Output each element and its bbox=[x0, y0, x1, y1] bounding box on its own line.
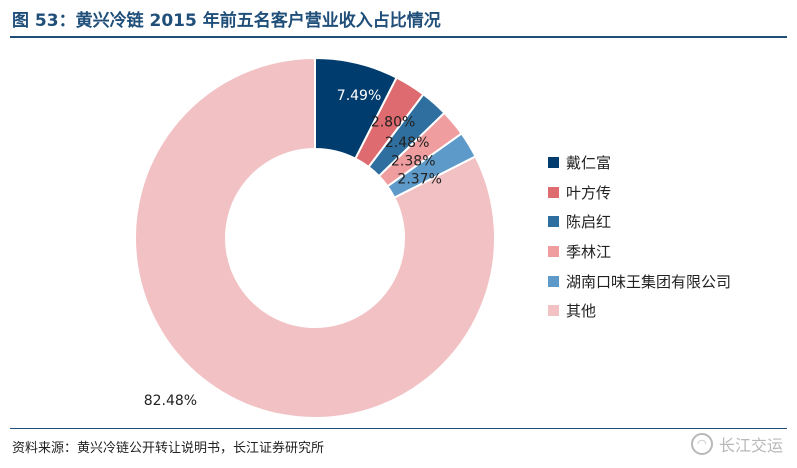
slice-label-6: 82.48% bbox=[144, 393, 197, 409]
slice-6 bbox=[134, 56, 496, 419]
watermark-text: 长江交运 bbox=[718, 436, 783, 455]
slice-label-1: 7.49% bbox=[337, 88, 381, 104]
legend-swatch bbox=[548, 246, 559, 258]
source-note: 资料来源：黄兴冷链公开转让说明书，长江证券研究所 bbox=[12, 441, 325, 456]
legend-item-1: 戴仁富 bbox=[548, 148, 731, 178]
slice-label-4: 2.38% bbox=[391, 153, 435, 169]
legend-swatch bbox=[548, 305, 559, 317]
slice-label-5: 2.37% bbox=[397, 171, 441, 187]
title-divider bbox=[10, 36, 787, 38]
donut-slices bbox=[134, 56, 496, 419]
legend-swatch bbox=[548, 186, 559, 198]
legend-swatch bbox=[548, 216, 559, 228]
donut-labels: 7.49% 2.80% 2.48% 2.38% 2.37% 82.48% bbox=[144, 88, 442, 409]
legend-label: 湖南口味王集团有限公司 bbox=[566, 272, 732, 291]
legend-item-2: 叶方传 bbox=[548, 178, 731, 208]
legend-label: 戴仁富 bbox=[566, 154, 612, 173]
watermark: ◠ 长江交运 bbox=[690, 432, 783, 456]
legend-label: 陈启红 bbox=[566, 213, 612, 232]
legend-item-3: 陈启红 bbox=[548, 207, 731, 237]
slice-label-3: 2.48% bbox=[385, 135, 429, 151]
slice-label-2: 2.80% bbox=[371, 115, 415, 131]
legend-item-6: 其他 bbox=[548, 296, 731, 326]
wechat-logo-icon: ◠ bbox=[690, 433, 713, 455]
legend-item-5: 湖南口味王集团有限公司 bbox=[548, 266, 731, 296]
legend-swatch bbox=[548, 275, 559, 287]
chart-title: 图 53：黄兴冷链 2015 年前五名客户营业收入占比情况 bbox=[12, 11, 441, 31]
legend-item-4: 季林江 bbox=[548, 237, 731, 267]
legend-label: 其他 bbox=[566, 302, 597, 321]
legend-swatch bbox=[548, 157, 559, 169]
chart-legend: 戴仁富叶方传陈启红季林江湖南口味王集团有限公司 其他 bbox=[548, 148, 731, 326]
legend-label: 叶方传 bbox=[566, 183, 612, 202]
footer-divider bbox=[10, 428, 787, 429]
legend-label: 季林江 bbox=[566, 243, 612, 262]
